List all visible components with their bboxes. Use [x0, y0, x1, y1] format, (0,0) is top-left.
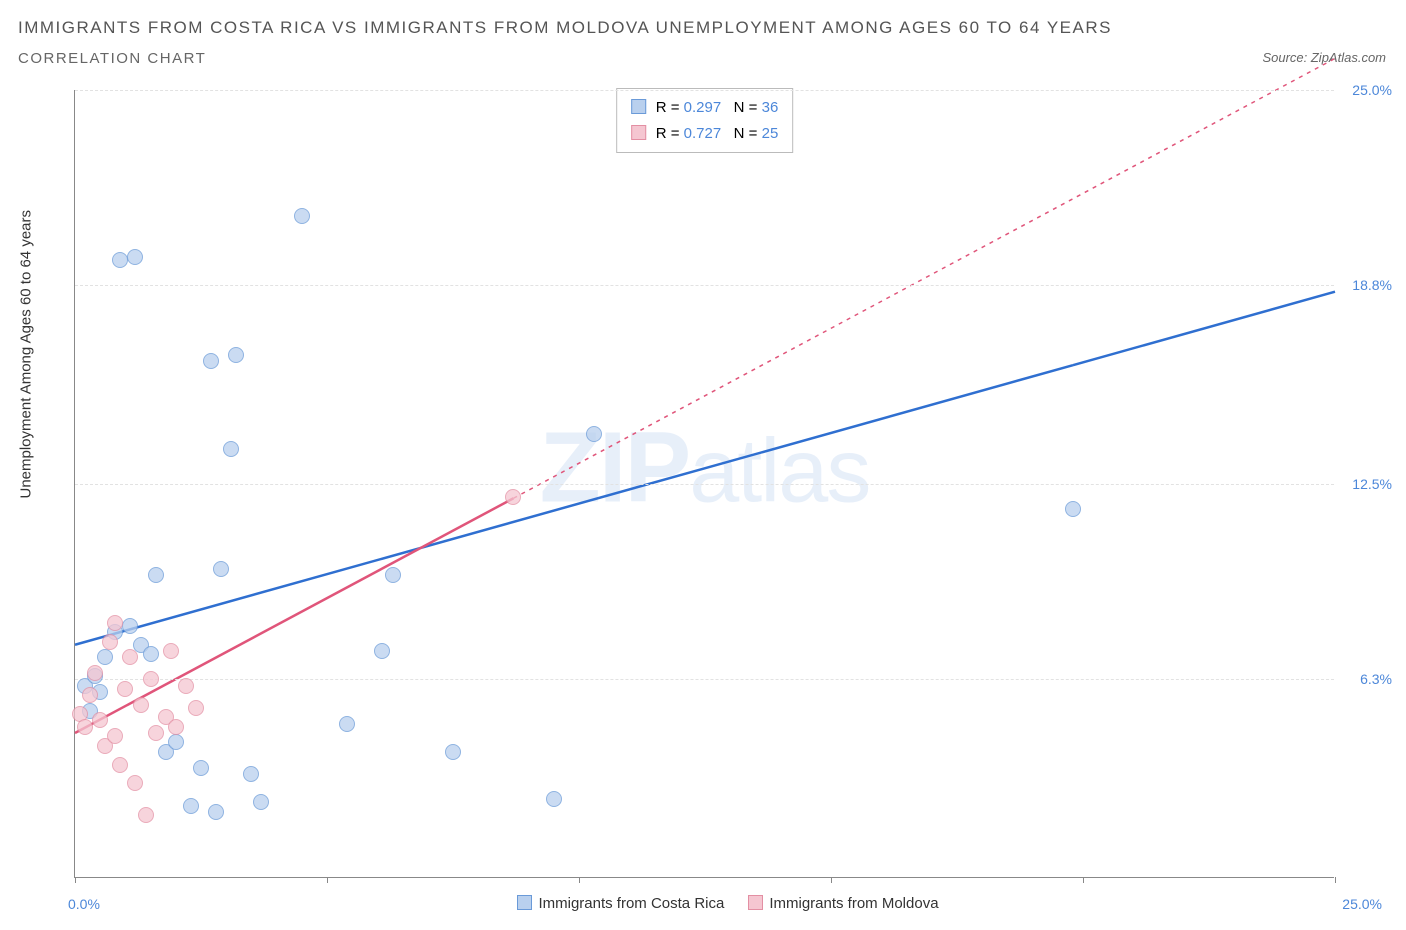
scatter-point: [294, 208, 310, 224]
scatter-point: [586, 426, 602, 442]
scatter-point: [228, 347, 244, 363]
scatter-point: [385, 567, 401, 583]
legend-swatch: [517, 895, 532, 910]
scatter-point: [163, 643, 179, 659]
gridline: [75, 484, 1334, 485]
scatter-point: [127, 775, 143, 791]
chart-subtitle: CORRELATION CHART: [18, 50, 1396, 67]
scatter-point: [112, 757, 128, 773]
scatter-point: [138, 807, 154, 823]
scatter-point: [339, 716, 355, 732]
legend-row: R = 0.297 N = 36: [631, 95, 779, 121]
chart-title: IMMIGRANTS FROM COSTA RICA VS IMMIGRANTS…: [18, 18, 1396, 38]
scatter-point: [107, 728, 123, 744]
gridline: [75, 90, 1334, 91]
scatter-point: [208, 804, 224, 820]
scatter-point: [253, 794, 269, 810]
scatter-point: [148, 725, 164, 741]
legend-row: R = 0.727 N = 25: [631, 121, 779, 147]
y-tick-label: 25.0%: [1352, 82, 1392, 98]
scatter-point: [117, 681, 133, 697]
scatter-point: [243, 766, 259, 782]
scatter-point: [183, 798, 199, 814]
y-tick-label: 12.5%: [1352, 476, 1392, 492]
scatter-point: [122, 618, 138, 634]
scatter-point: [92, 712, 108, 728]
correlation-legend: R = 0.297 N = 36R = 0.727 N = 25: [616, 88, 794, 153]
y-tick-label: 18.8%: [1352, 277, 1392, 293]
y-tick-label: 6.3%: [1360, 671, 1392, 687]
x-tick: [1335, 877, 1336, 883]
legend-swatch: [748, 895, 763, 910]
scatter-point: [107, 615, 123, 631]
scatter-point: [112, 252, 128, 268]
scatter-point: [374, 643, 390, 659]
scatter-point: [148, 567, 164, 583]
chart-container: Unemployment Among Ages 60 to 64 years Z…: [46, 90, 1386, 910]
scatter-point: [87, 665, 103, 681]
gridline: [75, 679, 1334, 680]
scatter-point: [143, 671, 159, 687]
plot-area: ZIPatlas R = 0.297 N = 36R = 0.727 N = 2…: [74, 90, 1334, 878]
scatter-point: [127, 249, 143, 265]
scatter-point: [505, 489, 521, 505]
scatter-point: [143, 646, 159, 662]
scatter-point: [133, 697, 149, 713]
scatter-point: [203, 353, 219, 369]
scatter-point: [82, 687, 98, 703]
gridline: [75, 285, 1334, 286]
scatter-point: [77, 719, 93, 735]
x-tick: [1083, 877, 1084, 883]
scatter-point: [168, 719, 184, 735]
scatter-point: [223, 441, 239, 457]
scatter-point: [168, 734, 184, 750]
scatter-point: [122, 649, 138, 665]
x-tick: [75, 877, 76, 883]
x-tick: [327, 877, 328, 883]
y-axis-title: Unemployment Among Ages 60 to 64 years: [18, 210, 35, 499]
scatter-point: [445, 744, 461, 760]
scatter-point: [188, 700, 204, 716]
source-label: Source: ZipAtlas.com: [1262, 50, 1386, 65]
scatter-point: [178, 678, 194, 694]
legend-label: Immigrants from Costa Rica: [538, 895, 724, 912]
series-legend: Immigrants from Costa Rica Immigrants fro…: [46, 895, 1386, 912]
scatter-point: [193, 760, 209, 776]
scatter-point: [546, 791, 562, 807]
x-tick: [579, 877, 580, 883]
x-tick: [831, 877, 832, 883]
scatter-point: [213, 561, 229, 577]
legend-label: Immigrants from Moldova: [769, 895, 938, 912]
scatter-point: [102, 634, 118, 650]
scatter-point: [97, 649, 113, 665]
scatter-point: [1065, 501, 1081, 517]
